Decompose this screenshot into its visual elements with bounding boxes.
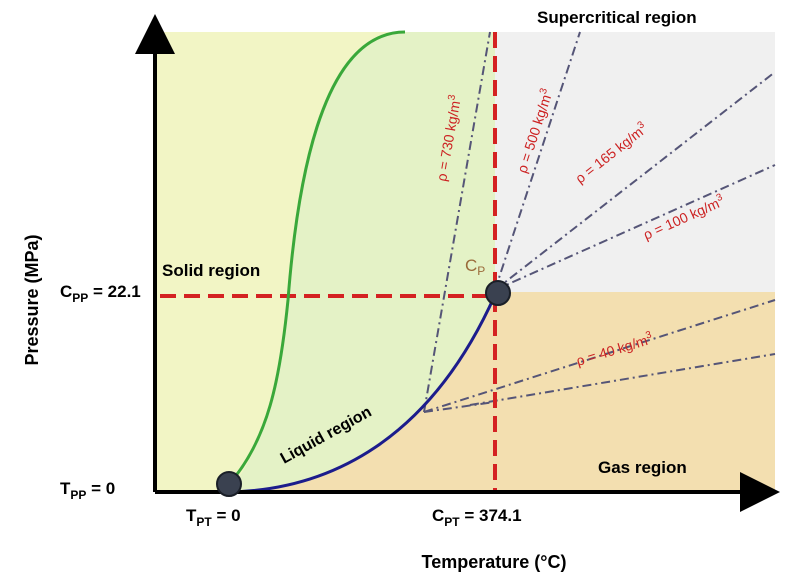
solid-region-label: Solid region — [162, 261, 260, 280]
tpp-tick-label: TPP = 0 — [60, 479, 115, 502]
tpt-tick-label: TPT = 0 — [186, 506, 241, 529]
gas-region-fill-lower — [229, 295, 495, 492]
cpt-tick-label: CPT = 374.1 — [432, 506, 522, 529]
triple-point-marker — [216, 471, 242, 497]
isochore-40-line — [469, 353, 776, 406]
isochore-100-line — [494, 164, 776, 291]
critical-point-marker — [485, 280, 511, 306]
supercritical-region-fill — [495, 32, 775, 292]
isochore-lines — [423, 31, 776, 413]
vaporization-curve — [228, 294, 497, 494]
cpp-tick-label: CPP = 22.1 — [60, 282, 141, 305]
isochore-165-line — [494, 71, 776, 291]
x-axis-title: Temperature (°C) — [422, 552, 567, 572]
gas-region-label: Gas region — [598, 458, 687, 477]
liquid-region-fill — [229, 32, 495, 492]
isochore-40-upper-line — [423, 299, 776, 413]
isochore-730-line — [423, 31, 491, 413]
y-axis-title: Pressure (MPa) — [22, 234, 42, 365]
gas-region-fill — [495, 292, 775, 492]
critical-point-label: CP — [465, 256, 485, 278]
melting-curve — [227, 30, 406, 485]
isochore-500-line — [494, 31, 581, 291]
supercritical-region-label: Supercritical region — [537, 8, 697, 27]
